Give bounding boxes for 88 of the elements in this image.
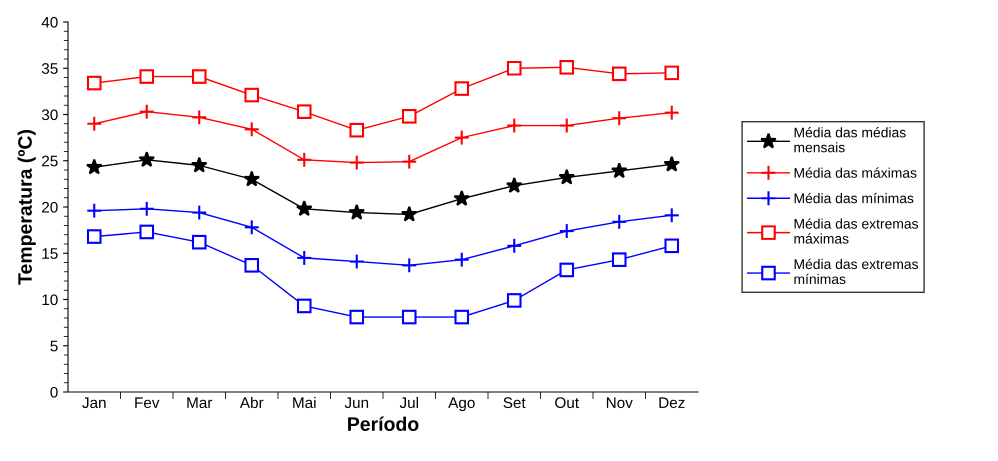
point [453, 190, 470, 206]
x-tick-label: Mar [187, 397, 212, 408]
x-tick-label: Nov [606, 397, 633, 408]
point [454, 310, 470, 324]
point [664, 238, 680, 254]
x-tick-label: Jan [82, 397, 106, 408]
point [86, 202, 102, 219]
y-tick-label: 0 [50, 386, 58, 398]
point [191, 109, 208, 126]
point [349, 122, 364, 138]
point [86, 76, 102, 90]
point [401, 154, 418, 170]
point [664, 207, 680, 224]
point [664, 104, 680, 121]
point [244, 121, 260, 138]
point [138, 104, 155, 120]
point [402, 109, 417, 124]
point [612, 252, 627, 268]
legend-label: Média das mínimas [794, 192, 914, 204]
y-tick-label: 25 [42, 156, 58, 166]
x-tick-label: Dez [659, 397, 685, 408]
point [559, 60, 574, 75]
point [506, 238, 522, 254]
point [454, 81, 470, 96]
legend-label: Média das extremas máximas [794, 218, 918, 244]
point [664, 66, 680, 80]
point [349, 310, 364, 324]
y-tick-label: 30 [42, 109, 58, 120]
point [610, 162, 628, 178]
point [402, 310, 417, 324]
point [244, 219, 260, 236]
point [558, 118, 575, 134]
point [86, 116, 102, 132]
point [296, 104, 312, 120]
point [663, 156, 680, 172]
point [139, 224, 154, 240]
point [348, 154, 365, 171]
legend-label: Média das extremas mínimas [794, 258, 918, 284]
point [296, 250, 312, 266]
point [612, 66, 627, 82]
point [454, 252, 470, 268]
point [506, 177, 523, 193]
x-tick-label: Fev [135, 397, 160, 408]
point [86, 229, 102, 244]
point [138, 200, 155, 217]
x-tick-label: Abr [240, 396, 264, 408]
x-tick-label: Out [555, 397, 579, 408]
point [243, 170, 260, 186]
point [191, 204, 208, 221]
point [244, 258, 260, 273]
point [506, 293, 522, 308]
x-axis-title: Período [348, 416, 418, 431]
y-tick-label: 5 [50, 340, 58, 352]
y-axis-title: Temperatura (ºC) [18, 130, 36, 285]
point [190, 156, 208, 173]
y-tick-label: 15 [42, 248, 58, 259]
point [348, 254, 365, 270]
point [244, 88, 260, 102]
point [296, 298, 312, 314]
x-tick-label: Jul [400, 396, 418, 408]
point [86, 158, 103, 174]
y-tick-label: 40 [42, 16, 58, 28]
point [296, 152, 312, 168]
y-tick-label: 10 [42, 294, 58, 306]
legend-label: Média das médias mensais [794, 127, 906, 152]
legend-label: Média das máximas [794, 167, 916, 178]
point [138, 151, 156, 168]
point [558, 223, 575, 240]
point [139, 69, 154, 84]
point [400, 206, 418, 222]
x-tick-label: Jun [344, 397, 368, 408]
point [559, 262, 574, 278]
point [558, 168, 576, 185]
point [296, 200, 313, 216]
x-tick-label: Set [503, 397, 526, 408]
y-tick-label: 35 [42, 63, 58, 74]
point [506, 118, 522, 134]
point [192, 69, 207, 84]
y-tick-label: 20 [42, 202, 58, 213]
point [506, 60, 522, 76]
x-tick-label: Mai [293, 396, 316, 408]
point [348, 204, 366, 220]
point [454, 130, 470, 146]
x-tick-label: Ago [448, 397, 475, 412]
point [611, 214, 628, 230]
point [401, 257, 418, 274]
point [611, 110, 628, 126]
point [192, 234, 207, 250]
